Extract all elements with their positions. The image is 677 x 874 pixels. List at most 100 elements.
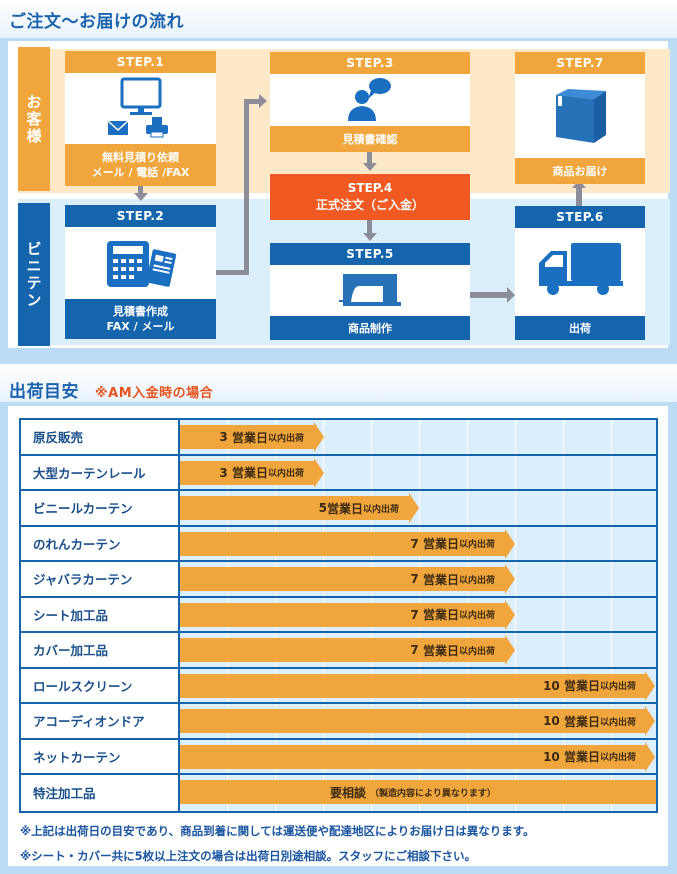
days-value: 5 (318, 501, 327, 515)
bar-track: 10 営業日 以内出荷 (180, 668, 656, 702)
table-row: ビニールカーテン 5 営業日 以内出荷 (21, 491, 656, 527)
product-label: ネットカーテン (21, 739, 180, 773)
truck-icon (515, 236, 645, 302)
lead-time-bar: 7 営業日 以内出荷 (180, 635, 515, 665)
arrow-tip-icon (314, 457, 324, 488)
arrow-step2-to-step3-h1 (216, 270, 249, 275)
step-1-line-2: メール / 電話 /FAX (91, 166, 190, 179)
arrow-step4-to-step5 (367, 220, 372, 234)
days-suffix: 以内出荷 (599, 753, 636, 763)
step-6-line-1: 出荷 (569, 321, 591, 335)
lead-time-bar: 7 営業日 以内出荷 (180, 599, 515, 630)
arrow-step6-to-step7 (576, 187, 582, 206)
calculator-document-icon (65, 233, 216, 297)
bar-track: 要相談 （製造内容により異なります） (180, 775, 656, 811)
product-label: 原反販売 (21, 420, 180, 454)
table-row: アコーディオンドア 10 営業日 以内出荷 (21, 704, 656, 740)
shipping-section-title: 出荷目安 ※AM入金時の場合 (9, 377, 213, 402)
step-2-footer: 見積書作成 FAX / メール (65, 299, 216, 339)
step-7-card: STEP.7 商品お届け (515, 52, 645, 184)
person-speech-icon (270, 74, 470, 124)
product-label: ジャバラカーテン (21, 562, 180, 596)
step-7-line-1: 商品お届け (552, 164, 608, 178)
step-1-card: STEP.1 無料見積り依頼 メール / 電話 /FAX (65, 51, 216, 186)
consult-label: 要相談 (330, 785, 367, 800)
arrow-tip-icon (645, 706, 655, 736)
bar-track: 10 営業日 以内出荷 (180, 739, 656, 773)
lead-time-bar: 7 営業日 以内出荷 (180, 564, 515, 594)
step-2-line-1: 見積書作成 (113, 305, 168, 318)
product-label: 特注加工品 (21, 775, 180, 811)
days-suffix: 以内出荷 (458, 575, 495, 586)
arrow-step5-to-step6 (470, 292, 508, 298)
days-suffix: 以内出荷 (458, 540, 495, 550)
arrow-up-icon (572, 180, 586, 188)
footnotes: ※上記は出荷日の目安であり、商品到着に関しては運送便や配達地区によりお届け日は異… (20, 819, 535, 869)
table-row: 特注加工品 要相談 （製造内容により異なります） (21, 775, 656, 811)
days-value: 3 (219, 430, 228, 444)
shipping-section-header (0, 364, 677, 402)
days-unit: 営業日 (422, 537, 459, 551)
customer-lane-label: お客様 (18, 47, 50, 191)
bar-track: 3 営業日 以内出荷 (180, 420, 656, 454)
bar-track: 5 営業日 以内出荷 (180, 491, 656, 525)
step-5-header: STEP.5 (270, 243, 470, 265)
table-row: ネットカーテン 10 営業日 以内出荷 (21, 739, 656, 775)
days-unit: 営業日 (422, 643, 459, 658)
bar-track: 7 営業日 以内出荷 (180, 562, 656, 596)
days-unit: 営業日 (231, 466, 268, 480)
product-label: ビニールカーテン (21, 491, 180, 525)
days-value: 10 (543, 749, 560, 764)
bar-track: 7 営業日 以内出荷 (180, 633, 656, 667)
lead-time-bar: 10 営業日 以内出荷 (180, 706, 655, 736)
days-suffix: 以内出荷 (599, 717, 636, 728)
product-label: シート加工品 (21, 597, 180, 631)
flow-section-header (0, 0, 677, 38)
bar-track: 3 営業日 以内出荷 (180, 455, 656, 489)
lead-time-bar: 要相談 （製造内容により異なります） (180, 780, 656, 804)
sewing-machine-icon (270, 267, 470, 313)
days-suffix: 以内出荷 (599, 682, 636, 692)
step-6-header: STEP.6 (515, 206, 645, 228)
step-4-line-1: 正式注文（ご入金） (315, 198, 424, 212)
step-6-card: STEP.6 出荷 (515, 206, 645, 340)
lead-time-bar: 3 営業日 以内出荷 (180, 457, 324, 488)
company-lane-label: ビニテン (18, 203, 50, 346)
step-3-line-1: 見積書確認 (342, 132, 398, 146)
lead-time-bar: 10 営業日 以内出荷 (180, 741, 655, 772)
arrow-step3-to-step4 (367, 152, 372, 164)
arrow-tip-icon (645, 670, 655, 701)
days-suffix: 以内出荷 (267, 469, 304, 479)
arrow-tip-icon (505, 635, 515, 665)
order-flow-diagram: お客様 ビニテン STEP.1 無料見積り依頼 メール / 電話 /FAX ST… (8, 41, 670, 348)
step-6-footer: 出荷 (515, 316, 645, 340)
arrow-step2-to-step3-v (244, 99, 249, 275)
days-unit: 営業日 (231, 430, 268, 445)
arrow-right-icon (259, 94, 267, 108)
table-row: 原反販売 3 営業日 以内出荷 (21, 420, 656, 456)
bar-track: 10 営業日 以内出荷 (180, 704, 656, 738)
step-5-footer: 商品制作 (270, 316, 470, 340)
lead-time-bar: 7 営業日 以内出荷 (180, 528, 515, 559)
table-row: カバー加工品 7 営業日 以内出荷 (21, 633, 656, 669)
days-unit: 営業日 (563, 714, 600, 729)
arrow-tip-icon (645, 741, 655, 772)
arrow-tip-icon (505, 599, 515, 630)
step-5-card: STEP.5 商品制作 (270, 243, 470, 340)
product-label: ロールスクリーン (21, 668, 180, 702)
arrow-tip-icon (505, 528, 515, 559)
days-value: 10 (543, 714, 560, 728)
product-label: カバー加工品 (21, 633, 180, 667)
step-1-footer: 無料見積り依頼 メール / 電話 /FAX (65, 144, 216, 186)
days-suffix: 以内出荷 (362, 504, 399, 515)
footnote-2: ※シート・カバー共に5枚以上注文の場合は出荷日別途相談。スタッフにご相談下さい。 (20, 849, 476, 863)
shipping-title-text: 出荷目安 (9, 382, 79, 402)
days-unit: 営業日 (563, 679, 600, 693)
footnote-1: ※上記は出荷日の目安であり、商品到着に関しては運送便や配達地区によりお届け日は異… (20, 824, 535, 838)
step-4-header: STEP.4 (347, 181, 393, 195)
days-unit: 営業日 (422, 608, 459, 622)
arrow-step1-to-step2 (138, 186, 143, 194)
product-label: のれんカーテン (21, 526, 180, 560)
box-icon (515, 78, 645, 154)
step-3-footer: 見積書確認 (270, 126, 470, 152)
